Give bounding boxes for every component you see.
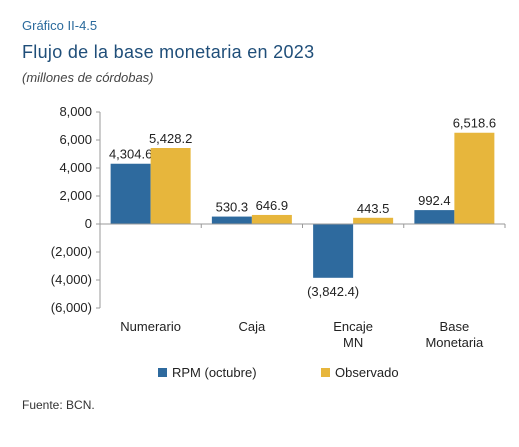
y-tick-label: 0 [85, 216, 92, 231]
x-tick-label: Encaje [333, 319, 373, 334]
y-tick-label: (6,000) [51, 300, 92, 315]
x-tick-label: Base [440, 319, 470, 334]
data-label: 646.9 [256, 198, 289, 213]
y-tick-label: 2,000 [59, 188, 92, 203]
y-tick-label: (4,000) [51, 272, 92, 287]
data-label: 443.5 [357, 201, 390, 216]
y-tick-label: 8,000 [59, 104, 92, 119]
x-tick-label: MN [343, 335, 363, 350]
data-label: 4,304.6 [109, 147, 152, 162]
legend-swatch [321, 368, 330, 377]
x-tick-label: Caja [239, 319, 267, 334]
data-label: 6,518.6 [453, 116, 496, 131]
bar [110, 163, 151, 224]
data-label: 5,428.2 [149, 131, 192, 146]
data-label: 530.3 [216, 200, 249, 215]
y-tick-label: 6,000 [59, 132, 92, 147]
figure-label: Gráfico II-4.5 [22, 18, 98, 33]
x-tick-label: Numerario [120, 319, 181, 334]
y-tick-label: 4,000 [59, 160, 92, 175]
bar [150, 148, 191, 224]
bar [454, 132, 495, 224]
data-label: (3,842.4) [307, 284, 359, 299]
legend-swatch [158, 368, 167, 377]
bar [313, 224, 354, 278]
data-label: 992.4 [418, 193, 451, 208]
bar [251, 214, 292, 224]
y-tick-label: (2,000) [51, 244, 92, 259]
source-note: Fuente: BCN. [22, 398, 95, 412]
bar [353, 217, 394, 224]
x-tick-label: Monetaria [425, 335, 484, 350]
bar-chart: 8,000 6,000 4,000 2,000 0 (2,000) (4,000) (6,00… [51, 104, 506, 380]
bar [414, 210, 455, 224]
legend-label: RPM (octubre) [172, 365, 257, 380]
chart-subtitle: (millones de córdobas) [22, 70, 154, 85]
legend-label: Observado [335, 365, 399, 380]
chart-title: Flujo de la base monetaria en 2023 [22, 42, 315, 62]
bar [211, 216, 252, 224]
